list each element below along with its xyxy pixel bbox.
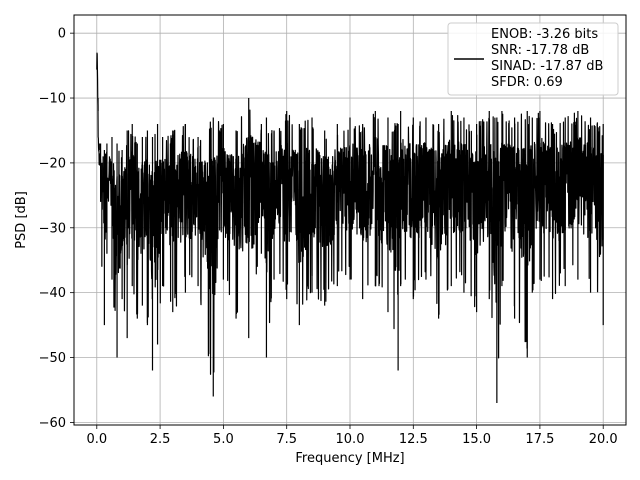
legend-line-enob: ENOB: -3.26 bits [491,27,598,42]
y-tick-label: 0 [58,27,66,42]
x-tick-label: 7.5 [276,432,297,447]
y-tick-label: −20 [39,156,66,171]
x-tick-label: 10.0 [336,432,365,447]
y-axis-label: PSD [dB] [14,191,29,249]
psd-series-extrema [97,98,604,403]
x-tick-label: 15.0 [462,432,491,447]
y-tick-label: −50 [39,351,66,366]
legend-line-sinad: SINAD: -17.87 dB [491,59,603,74]
y-ticks: 0 −10 −20 −30 −40 −50 −60 [39,27,74,431]
x-ticks: 0.0 2.5 5.0 7.5 10.0 12.5 15.0 17.5 20.0 [86,425,618,447]
y-tick-label: −40 [39,286,66,301]
x-tick-label: 0.0 [86,432,107,447]
x-tick-label: 12.5 [399,432,428,447]
legend-line-sfdr: SFDR: 0.69 [491,75,563,90]
plot-area [96,52,604,403]
legend-box [447,22,619,96]
x-axis-label: Frequency [MHz] [295,451,404,466]
x-tick-label: 20.0 [589,432,618,447]
x-tick-label: 17.5 [525,432,554,447]
y-tick-label: −30 [39,221,66,236]
y-tick-label: −10 [39,92,66,107]
legend: ENOB: -3.26 bits SNR: -17.78 dB SINAD: -… [447,22,619,96]
y-tick-label: −60 [39,416,66,431]
x-tick-label: 2.5 [150,432,171,447]
legend-line-snr: SNR: -17.78 dB [491,43,589,58]
x-tick-label: 5.0 [213,432,234,447]
